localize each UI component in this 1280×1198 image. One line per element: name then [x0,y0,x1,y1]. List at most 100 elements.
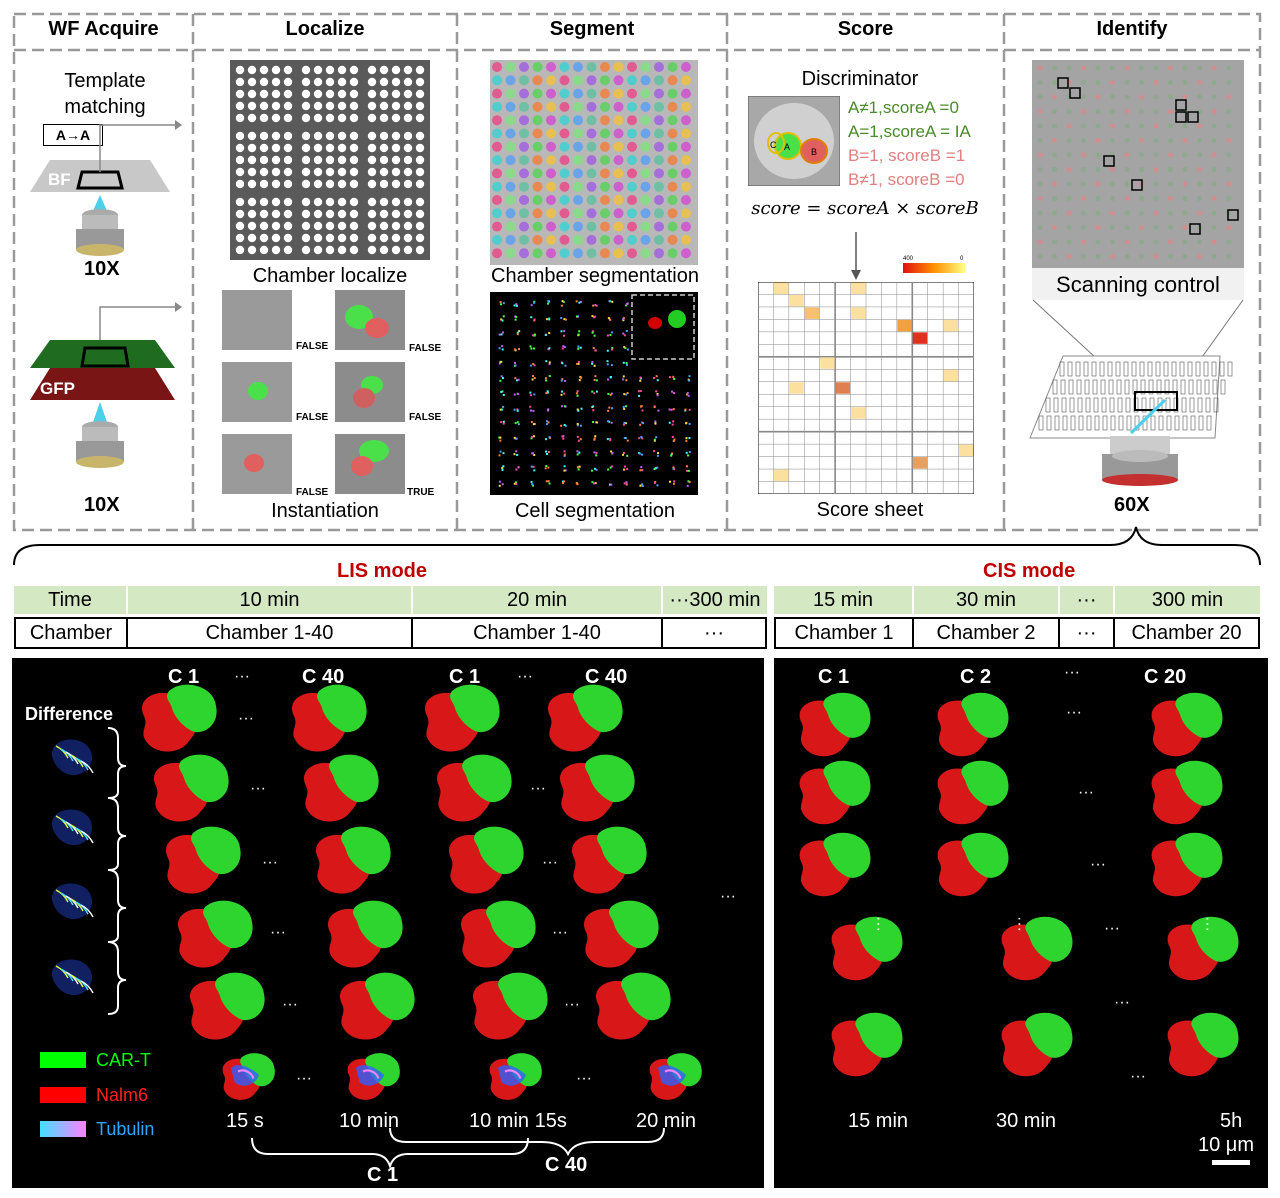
lis-time-300min: ···300 min [663,586,767,614]
rule-b-not-1: B≠1, scoreB =0 [848,170,965,189]
cis-time-row: 15 min 30 min ··· 300 min [774,586,1260,614]
legend-swatch-nalm6 [40,1087,86,1103]
rule-a-eq-1: A=1,scoreA = IA [848,122,971,141]
instantiation-label: Instantiation [271,500,379,522]
lis-col-c40-a: C 40 [302,666,345,688]
instance-flag-2: FALSE [409,343,442,354]
mag-60x: 60X [1114,494,1150,516]
header-identify: Identify [1096,18,1168,40]
instance-image-5 [222,434,292,494]
cis-col-c1: C 1 [818,666,850,688]
instance-flag-1: FALSE [296,341,329,352]
cis-ellipsis-top: ··· [1064,664,1080,681]
lis-ellipsis-r4-b: ··· [552,924,568,941]
cis-ellipsis-mid: ··· [1104,920,1120,937]
svg-text:B: B [811,147,817,157]
cis-time-30min: 30 min [914,586,1060,614]
legend-cart: CAR-T [96,1050,151,1070]
instance-flag-3: FALSE [296,412,329,423]
legend-nalm6: Nalm6 [96,1085,149,1105]
difference-label: Difference [25,704,114,724]
lis-ellipsis-r2-a: ··· [250,780,266,797]
workflow-frame [12,12,1262,532]
lis-chamber-header: Chamber [14,617,128,649]
header-localize: Localize [285,18,365,40]
colorbar-min: 0 [960,256,964,262]
instance-image-6 [335,434,405,494]
lis-chamber-1-40-b: Chamber 1-40 [413,617,663,649]
score-colorbar [903,263,965,273]
cis-chamber-2: Chamber 2 [914,617,1060,649]
instance-image-1 [222,290,292,350]
lis-chamber-1-40-a: Chamber 1-40 [128,617,413,649]
lis-ellipsis-r1-a: ··· [238,710,254,727]
svg-text:C: C [770,140,777,150]
time-braces [251,1127,665,1170]
lis-ellipsis-r3-a: ··· [262,854,278,871]
fluorescence-objective-illustration [30,302,182,468]
cis-col-c20: C 20 [1144,666,1187,688]
chamber-segmentation-label: Chamber segmentation [491,265,699,287]
cis-image-panel: C 1 C 2 ··· C 20 ··· ··· ··· ··· ··· ···… [774,658,1268,1188]
lis-ellipsis-top-2: ··· [517,668,533,685]
cell-segmentation-label: Cell segmentation [514,500,676,522]
down-arrow-icon [851,232,861,280]
legend-tubulin: Tubulin [96,1119,155,1139]
header-score: Score [837,18,894,40]
mag-10x-bottom: 10X [84,494,120,516]
rule-a-not-1: A≠1,scoreA =0 [848,98,959,117]
score-sheet-table [758,282,974,494]
lis-cell-images [51,684,702,1170]
bracket-label-c1: C 1 [367,1164,399,1186]
lis-time-10min: 10 min [128,586,413,614]
cis-col-c2: C 2 [960,666,992,688]
lis-ellipsis-r5-b: ··· [564,996,580,1013]
header-wf-acquire: WF Acquire [48,18,159,40]
lis-time-15s: 15 s [226,1110,264,1132]
cis-chamber-1: Chamber 1 [774,617,914,649]
rfp-label: RFP [42,402,76,421]
cis-ellipsis-r5: ··· [1130,1068,1146,1085]
lis-ellipsis-r3-b: ··· [542,854,558,871]
lis-time-20min: 20 min [413,586,663,614]
template-matching-label: Template matching [64,70,146,118]
score-sheet-label: Score sheet [816,499,924,521]
chip-objective-illustration [1029,299,1244,486]
brace-workflow [13,526,1261,566]
lis-col-c1-a: C 1 [168,666,200,688]
instance-flag-5: FALSE [296,487,329,498]
lis-ellipsis-tub-b: ··· [576,1070,592,1087]
bracket-label-c40: C 40 [545,1154,588,1176]
instance-flag-6: TRUE [407,487,435,498]
cis-time-5h: 5h [1220,1110,1243,1132]
cis-ellipsis-r1: ··· [1066,704,1082,721]
cis-ellipsis-r3: ··· [1090,856,1106,873]
lis-ellipsis-tub-a: ··· [296,1070,312,1087]
lis-time-header: Time [14,586,128,614]
cis-vdots-2: ··· [1011,916,1028,932]
legend-swatch-tubulin [40,1121,86,1137]
lis-ellipsis-r5-a: ··· [282,996,298,1013]
bf-objective-illustration [30,120,182,256]
scale-bar [1212,1160,1250,1165]
lis-time-20min: 20 min [636,1110,697,1132]
chamber-segmentation-image [490,60,698,265]
cis-vdots-3: ··· [1199,916,1216,932]
lis-image-panel: C 1 ··· C 40 C 1 ··· C 40 Difference ···… [12,658,764,1188]
lis-ellipsis-right: ··· [720,888,736,905]
lis-chamber-more: ··· [663,617,767,649]
cis-mode-title: CIS mode [983,560,1076,582]
bf-label: BF [48,170,71,189]
cis-time-15min: 15 min [774,586,914,614]
lis-mode-title: LIS mode [337,560,428,582]
difference-braces [107,727,127,1015]
cis-time-30min: 30 min [996,1110,1057,1132]
cis-time-300min: 300 min [1115,586,1260,614]
cis-time-more: ··· [1060,586,1115,614]
cis-time-15min: 15 min [848,1110,909,1132]
cis-chamber-more: ··· [1060,617,1115,649]
scanning-control-image [1032,60,1244,300]
cis-chamber-20: Chamber 20 [1115,617,1260,649]
lis-time-10min15s: 10 min 15s [469,1110,567,1132]
lis-ellipsis-top-1: ··· [234,668,250,685]
